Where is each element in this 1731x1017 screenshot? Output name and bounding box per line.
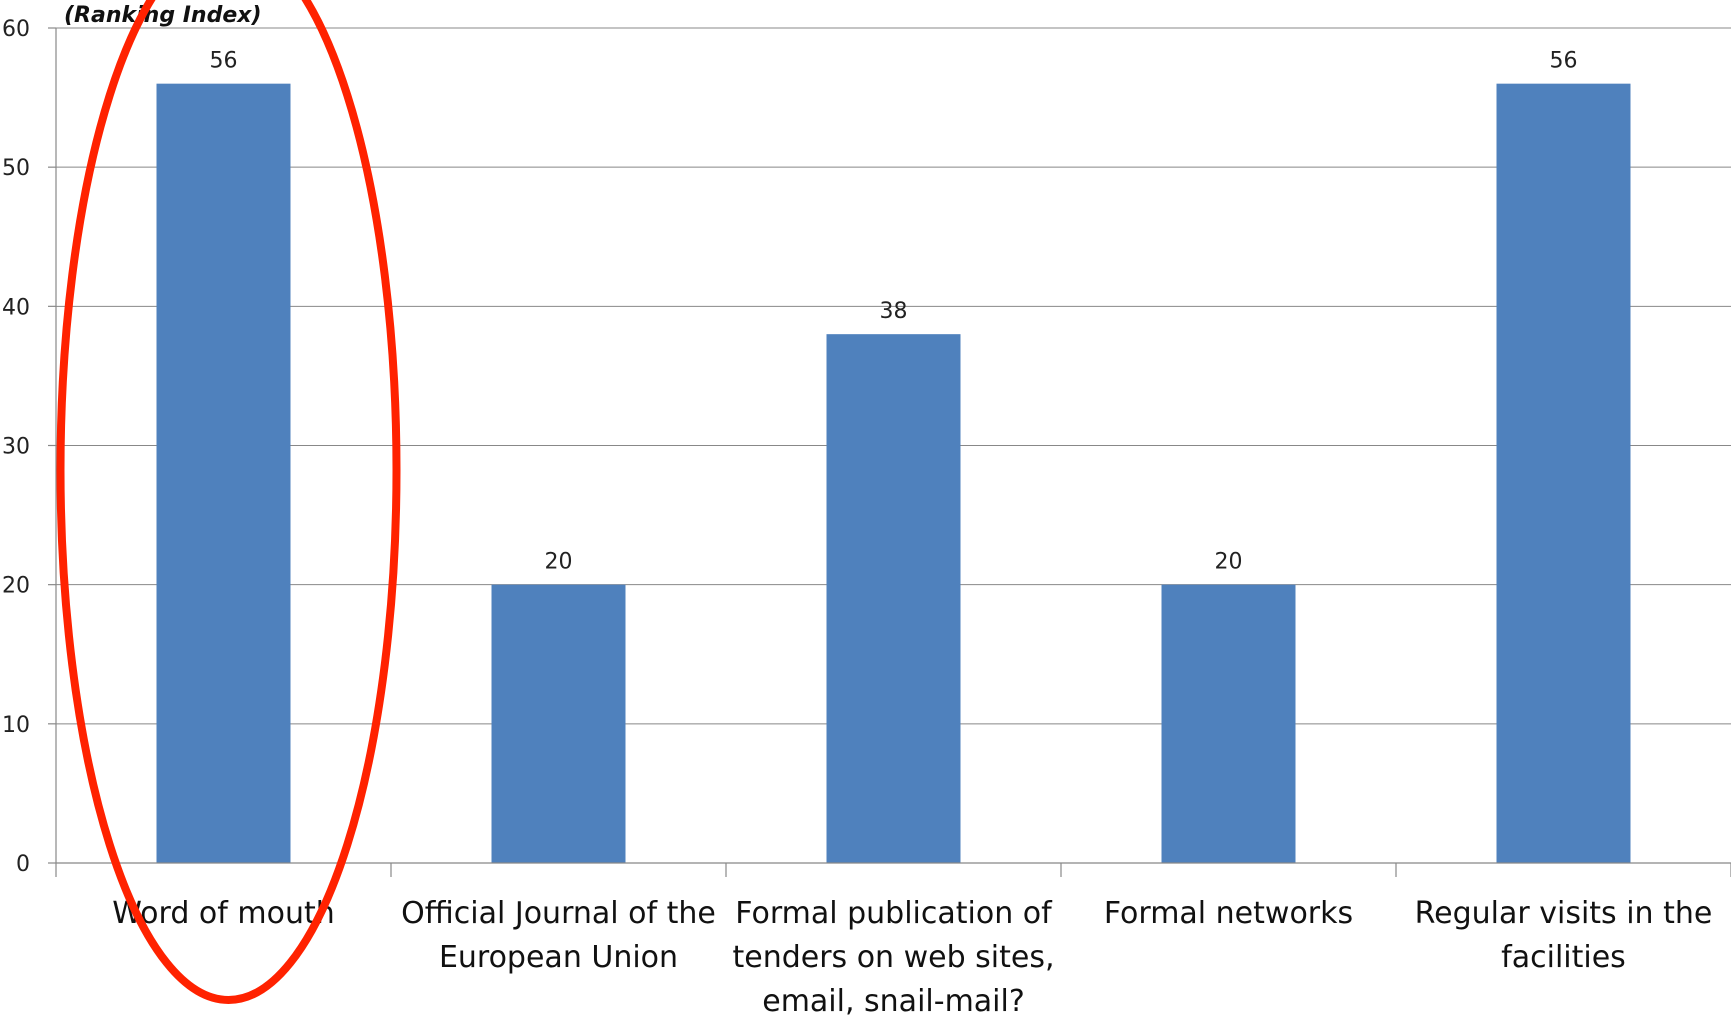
y-tick-label: 20	[2, 574, 30, 599]
y-tick-label: 50	[2, 156, 30, 181]
x-category-label-line: Formal networks	[1104, 896, 1353, 931]
y-axis-label: (Ranking Index)	[64, 3, 262, 28]
y-tick-label: 40	[2, 295, 30, 320]
x-category-label: Formal networks	[1104, 896, 1353, 931]
x-category-label-line: Official Journal of the	[401, 896, 716, 931]
x-category-label: Official Journal of the European Union	[401, 896, 716, 975]
y-tick-label: 60	[2, 17, 30, 42]
x-category-label-line: European Union	[439, 940, 678, 975]
bars	[156, 83, 1631, 864]
x-category-label-line: Regular visits in the	[1415, 896, 1713, 931]
data-label: 56	[210, 49, 238, 74]
data-label: 20	[1215, 550, 1243, 575]
annotations	[56, 0, 401, 1004]
x-category-label-line: tenders on web sites,	[732, 940, 1054, 975]
data-label: 38	[880, 299, 908, 324]
highlight-ellipse	[56, 0, 401, 1004]
x-category-label-line: email, snail-mail?	[762, 984, 1025, 1017]
x-category-label: Formal publication of tenders on web site…	[732, 896, 1054, 1017]
bar	[1161, 584, 1296, 863]
y-tick-label: 30	[2, 435, 30, 460]
data-label: 20	[545, 550, 573, 575]
x-category-label-line: facilities	[1501, 940, 1626, 975]
y-tick-label: 0	[16, 852, 30, 877]
data-label: 56	[1550, 49, 1578, 74]
labels: 0 10 20 30 40 50 60 56 Word of mouth 20 Official J…	[2, 3, 1712, 1017]
axes	[48, 27, 1731, 877]
bar	[1496, 83, 1631, 863]
bar	[826, 334, 961, 864]
x-category-label: Word of mouth	[112, 896, 334, 931]
y-tick-label: 10	[2, 713, 30, 738]
x-category-label-line: Word of mouth	[112, 896, 334, 931]
bar	[491, 584, 626, 863]
bar	[156, 83, 291, 863]
x-category-label-line: Formal publication of	[735, 896, 1053, 931]
x-category-label: Regular visits in the facilities	[1415, 896, 1713, 975]
